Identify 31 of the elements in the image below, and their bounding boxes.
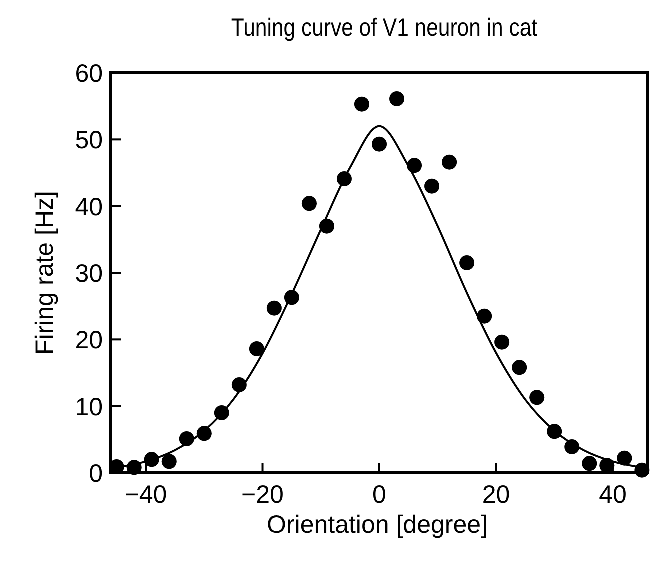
x-tick-label: 40 (599, 481, 627, 509)
point (617, 450, 632, 466)
y-tick-label: 50 (75, 126, 103, 155)
x-tick-label: 20 (482, 481, 510, 509)
point (582, 456, 598, 472)
point (302, 196, 317, 212)
y-tick-label: 0 (89, 460, 103, 488)
x-tick-label: 0 (372, 481, 386, 509)
point (390, 92, 405, 106)
y-axis-title: Firing rate [Hz] (31, 191, 59, 355)
x-axis-title: Orientation [degree] (267, 511, 488, 539)
chart-title: Tuning curve of V1 neuron in cat (231, 13, 538, 42)
point (460, 256, 475, 270)
point (442, 154, 458, 170)
point (477, 308, 492, 324)
point (424, 178, 440, 194)
point (530, 390, 545, 406)
y-tick-label: 60 (75, 60, 103, 88)
point (354, 96, 370, 112)
x-tick-label: −40 (124, 481, 168, 509)
y-tick-label: 30 (75, 260, 103, 288)
x-tick-label: −20 (242, 481, 284, 509)
y-tick-label: 40 (75, 193, 103, 222)
point (266, 300, 282, 316)
point (512, 360, 528, 376)
point (372, 136, 387, 152)
point (494, 334, 510, 350)
y-tick-label: 10 (75, 393, 103, 422)
point (249, 342, 264, 356)
y-tick-label: 20 (75, 326, 103, 355)
point (162, 454, 177, 470)
